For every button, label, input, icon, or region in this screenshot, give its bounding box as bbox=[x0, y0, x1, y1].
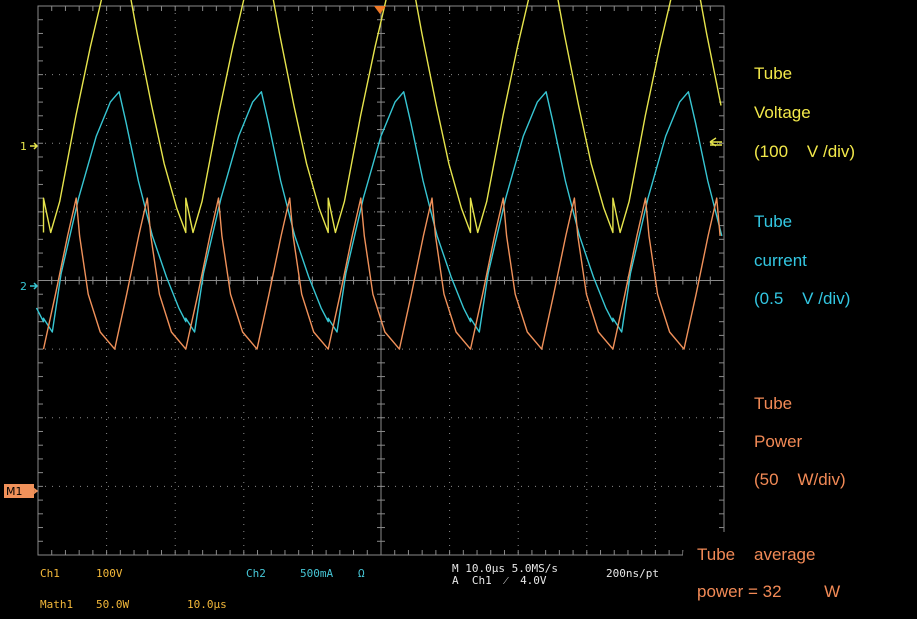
trigger-level-icon bbox=[709, 137, 722, 147]
math1-trace bbox=[42, 197, 721, 350]
math1-scale: 50.0W bbox=[96, 598, 130, 611]
timebase-readout: M 10.0μs 5.0MS/s bbox=[452, 562, 558, 575]
trigger-readout: A Ch1 ⁄ 4.0V bbox=[452, 574, 547, 587]
power-label-line3: (50 W/div) bbox=[754, 470, 846, 489]
ch1-label: Ch1 bbox=[40, 567, 60, 580]
math1-ground-arrow-icon bbox=[28, 487, 39, 495]
average-power-line2: power = 32 W bbox=[697, 582, 841, 601]
ch1-ground-marker: 1 bbox=[20, 140, 27, 153]
voltage-label-line3: (100 V /div) bbox=[754, 142, 856, 161]
math1-ground-marker: M1 bbox=[6, 485, 23, 498]
ch1-ground-arrow-icon bbox=[30, 142, 39, 150]
average-power-panel: Tube average power = 32 W bbox=[683, 532, 917, 619]
ch2-label: Ch2 bbox=[246, 567, 266, 580]
ch1-scale: 100V bbox=[96, 567, 123, 580]
ch2-scale: 500mA bbox=[300, 567, 334, 580]
ch2-unit: Ω bbox=[358, 567, 365, 580]
current-label-line3: (0.5 V /div) bbox=[754, 289, 851, 308]
voltage-label-line1: Tube bbox=[754, 64, 793, 83]
math1-time: 10.0μs bbox=[187, 598, 227, 611]
average-power-line1: Tube average bbox=[697, 545, 816, 564]
current-label-line1: Tube bbox=[754, 212, 793, 231]
current-label-line2: current bbox=[754, 251, 807, 270]
ch1-trace bbox=[42, 0, 722, 234]
channel-markers: 1 2 M1 bbox=[4, 6, 722, 498]
power-label-line1: Tube bbox=[754, 394, 793, 413]
ch2-ground-arrow-icon bbox=[30, 282, 39, 290]
trigger-position-icon bbox=[374, 6, 386, 14]
math1-marker-box bbox=[4, 484, 34, 498]
annotation-panel: Tube Voltage (100 V /div) Tube current (… bbox=[732, 5, 917, 505]
power-label-line2: Power bbox=[754, 432, 803, 451]
math1-label: Math1 bbox=[40, 598, 74, 611]
ch2-ground-marker: 2 bbox=[20, 280, 27, 293]
waveform-traces bbox=[35, 0, 723, 350]
record-readout: 200ns/pt bbox=[606, 567, 659, 580]
voltage-label-line2: Voltage bbox=[754, 103, 811, 122]
graticule bbox=[37, 5, 725, 556]
